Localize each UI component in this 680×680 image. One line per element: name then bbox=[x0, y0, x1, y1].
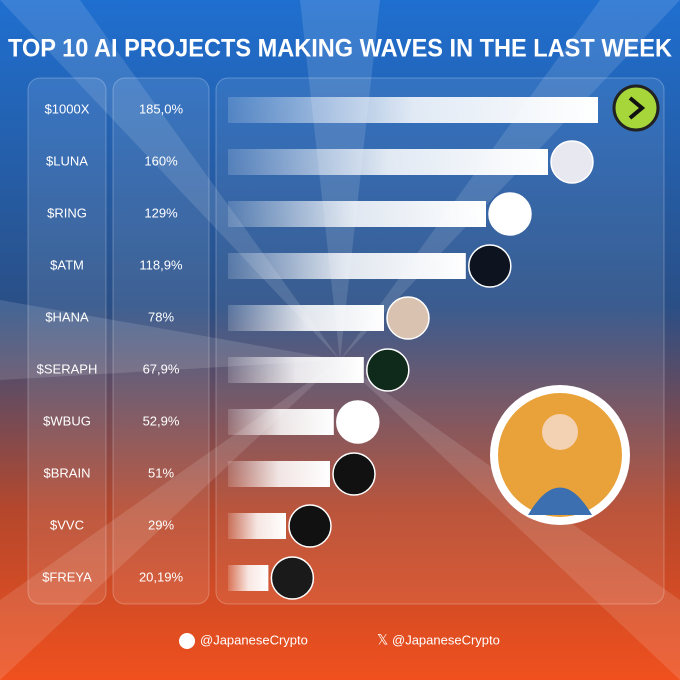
telegram-icon bbox=[179, 633, 195, 649]
bar bbox=[228, 461, 330, 487]
category-label: $SERAPH bbox=[37, 361, 98, 376]
bar bbox=[228, 201, 486, 227]
value-label: 52,9% bbox=[143, 413, 180, 428]
mascot-image bbox=[498, 393, 622, 517]
next-button-arrow bbox=[628, 96, 646, 120]
project-logo bbox=[488, 192, 532, 236]
category-panel bbox=[27, 77, 107, 605]
category-label: $WBUG bbox=[43, 413, 91, 428]
project-logo bbox=[332, 452, 376, 496]
bar bbox=[228, 565, 269, 591]
mascot-body bbox=[528, 487, 592, 515]
bar bbox=[228, 253, 466, 279]
project-logo bbox=[550, 140, 594, 184]
project-logo bbox=[468, 244, 512, 288]
bar bbox=[228, 305, 384, 331]
bar bbox=[228, 513, 286, 539]
category-label: $VVC bbox=[50, 517, 84, 532]
bar bbox=[228, 149, 548, 175]
category-label: $1000X bbox=[45, 101, 90, 116]
project-logo bbox=[336, 400, 380, 444]
x-handle: @JapaneseCrypto bbox=[392, 632, 500, 647]
bar bbox=[228, 409, 334, 435]
chart-title: TOP 10 AI PROJECTS MAKING WAVES IN THE L… bbox=[8, 35, 672, 63]
x-icon: 𝕏 bbox=[377, 632, 388, 648]
category-label: $ATM bbox=[50, 257, 84, 272]
value-label: 129% bbox=[144, 205, 178, 220]
project-logo bbox=[288, 504, 332, 548]
category-label: $BRAIN bbox=[44, 465, 91, 480]
category-label: $LUNA bbox=[46, 153, 88, 168]
mascot bbox=[490, 385, 630, 525]
value-label: 160% bbox=[144, 153, 178, 168]
value-label: 67,9% bbox=[143, 361, 180, 376]
category-label: $HANA bbox=[45, 309, 89, 324]
project-logo bbox=[366, 348, 410, 392]
next-button[interactable] bbox=[612, 84, 660, 132]
telegram-handle: @JapaneseCrypto bbox=[200, 632, 308, 647]
next-button-circle[interactable] bbox=[612, 84, 660, 132]
value-panel bbox=[112, 77, 210, 605]
value-label: 20,19% bbox=[139, 569, 184, 584]
category-label: $FREYA bbox=[42, 569, 92, 584]
footer: @JapaneseCrypto 𝕏 @JapaneseCrypto bbox=[179, 632, 500, 649]
project-logo bbox=[270, 556, 315, 600]
value-label: 29% bbox=[148, 517, 174, 532]
value-label: 185,0% bbox=[139, 101, 184, 116]
category-label: $RING bbox=[47, 205, 87, 220]
value-label: 51% bbox=[148, 465, 174, 480]
bar bbox=[228, 97, 598, 123]
mascot-face bbox=[542, 414, 578, 450]
bar bbox=[228, 357, 364, 383]
value-label: 118,9% bbox=[139, 257, 183, 272]
value-label: 78% bbox=[148, 309, 174, 324]
project-logo bbox=[386, 296, 430, 340]
